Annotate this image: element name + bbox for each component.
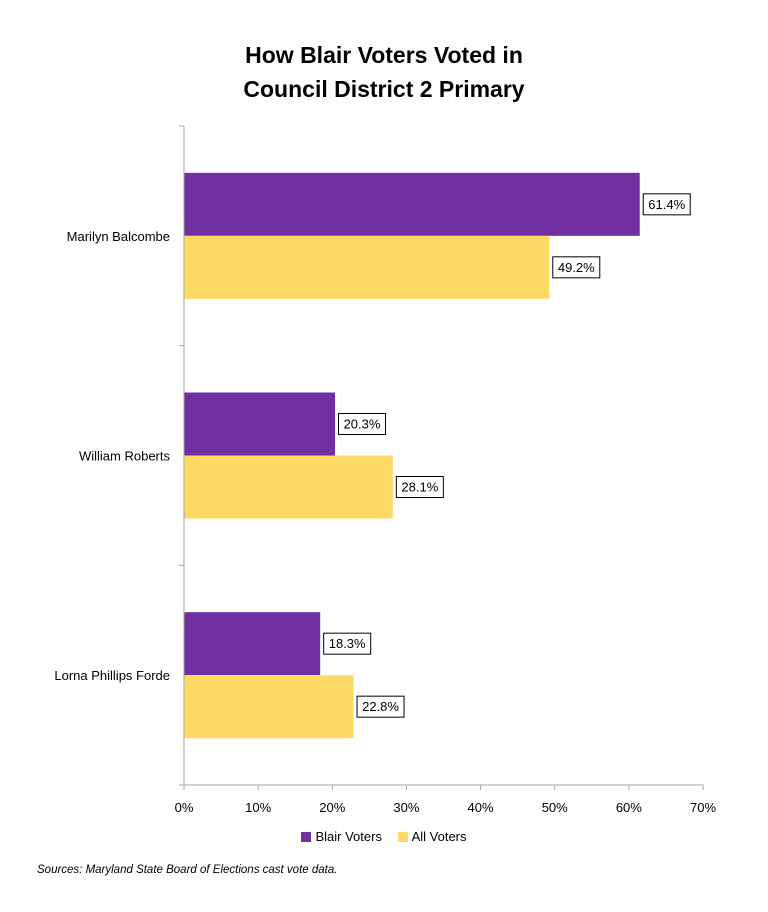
data-label: 20.3%	[344, 417, 381, 432]
legend-swatch-all-voters	[397, 831, 408, 842]
data-label-box	[642, 193, 691, 216]
data-label: 61.4%	[648, 197, 685, 212]
bar-blair-voters	[184, 392, 336, 456]
x-tick-label: 10%	[245, 800, 271, 815]
data-label-box	[338, 413, 387, 435]
data-label-box	[356, 695, 405, 718]
bar-all-voters	[184, 455, 393, 519]
bar-blair-voters	[184, 612, 321, 676]
data-label-box	[323, 632, 372, 655]
x-tick-label: 50%	[542, 800, 568, 815]
x-tick-label: 20%	[319, 800, 345, 815]
legend-label-blair-voters: Blair Voters	[315, 829, 382, 844]
x-tick-label: 30%	[393, 800, 419, 815]
data-label: 18.3%	[329, 636, 366, 651]
chart-title-line-2: Council District 2 Primary	[243, 76, 525, 102]
legend-label-all-voters: All Voters	[411, 829, 467, 844]
bar-blair-voters	[184, 172, 640, 236]
source-note: Sources: Maryland State Board of Electio…	[37, 864, 338, 876]
category-label: William Roberts	[79, 449, 171, 464]
x-tick-label: 40%	[468, 800, 494, 815]
legend-item-blair-voters: Blair Voters	[301, 829, 382, 844]
category-label: Marilyn Balcombe	[67, 229, 170, 244]
chart-title: How Blair Voters Voted in Council Distri…	[0, 38, 768, 106]
bar-all-voters	[184, 235, 550, 299]
data-label-box	[395, 476, 444, 498]
legend: Blair Voters All Voters	[0, 829, 768, 845]
data-label: 49.2%	[558, 260, 595, 275]
data-label-box	[552, 256, 601, 279]
legend-item-all-voters: All Voters	[397, 829, 467, 844]
x-tick-label: 0%	[175, 800, 194, 815]
x-tick-label: 70%	[690, 800, 716, 815]
x-tick-label: 60%	[616, 800, 642, 815]
data-label: 28.1%	[401, 480, 438, 495]
data-label: 22.8%	[362, 699, 399, 714]
chart-title-line-1: How Blair Voters Voted in	[245, 42, 523, 68]
legend-swatch-blair-voters	[301, 831, 312, 842]
bar-all-voters	[184, 675, 354, 739]
category-label: Lorna Phillips Forde	[54, 668, 170, 683]
